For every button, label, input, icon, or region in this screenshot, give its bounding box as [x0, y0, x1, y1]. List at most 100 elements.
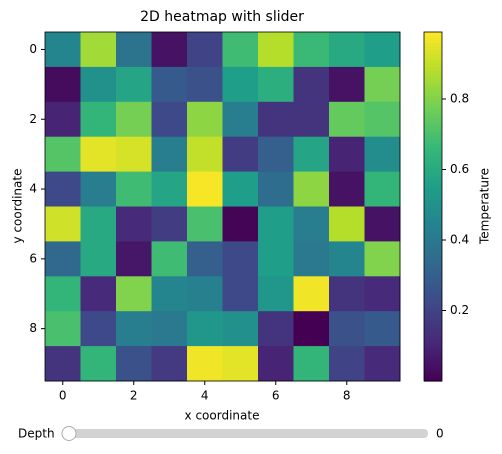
heatmap-cell — [293, 241, 330, 277]
heatmap-cell — [80, 32, 117, 68]
x-tick-label: 8 — [343, 389, 351, 403]
colorbar-strip — [424, 293, 442, 298]
colorbar-strip — [424, 203, 442, 208]
heatmap-cell — [116, 32, 152, 68]
colorbar-strip — [424, 35, 442, 40]
heatmap-cell — [45, 66, 81, 103]
heatmap-cell — [80, 101, 117, 138]
x-tick-label: 2 — [130, 389, 138, 403]
slider-thumb[interactable] — [61, 426, 77, 441]
colorbar-strip — [424, 206, 442, 211]
colorbar-strip — [424, 175, 442, 180]
heatmap-cell — [45, 311, 81, 347]
heatmap-cell — [258, 206, 294, 242]
heatmap-cell — [45, 101, 81, 138]
colorbar-strip — [424, 304, 442, 309]
colorbar-strip — [424, 59, 442, 65]
colorbar-strip — [424, 251, 442, 256]
heatmap-cell — [45, 276, 81, 312]
x-tick-label: 6 — [272, 389, 280, 403]
y-tick-label: 6 — [29, 251, 37, 265]
colorbar-strip — [424, 129, 442, 134]
colorbar-strip — [424, 339, 442, 344]
colorbar-strip — [424, 63, 442, 68]
colorbar-tick-label: 0.4 — [450, 232, 469, 246]
heatmap-cell — [187, 136, 223, 173]
colorbar-strip — [424, 255, 442, 260]
plot-frame — [44, 31, 401, 382]
colorbar-strip — [424, 115, 442, 120]
heatmap-cell — [80, 206, 117, 242]
heatmap-cell — [329, 32, 365, 68]
colorbar-strip — [424, 325, 442, 330]
colorbar-strip — [424, 227, 442, 232]
y-tick-label: 0 — [29, 42, 37, 56]
heatmap-cell — [222, 346, 259, 382]
heatmap-cell — [80, 311, 117, 347]
heatmap-cell — [329, 171, 365, 207]
colorbar-strip — [424, 189, 442, 194]
heatmap-cell — [364, 346, 401, 382]
heatmap-cell — [364, 171, 401, 207]
heatmap-cell — [222, 32, 259, 68]
heatmap-cell — [329, 241, 365, 277]
heatmap-cell — [364, 276, 401, 312]
colorbar-strip — [424, 370, 442, 375]
colorbar-strip — [424, 38, 442, 44]
colorbar-strip — [424, 56, 442, 61]
heatmap-cell — [151, 311, 188, 347]
colorbar-strip — [424, 279, 442, 284]
colorbar-strip — [424, 171, 442, 176]
colorbar-strip — [424, 140, 442, 145]
heatmap-cell — [45, 206, 81, 242]
colorbar-strip — [424, 98, 442, 103]
colorbar-strip — [424, 363, 442, 368]
heatmap-cell — [45, 346, 81, 382]
heatmap-cell — [187, 241, 223, 277]
heatmap-cell — [151, 32, 188, 68]
colorbar-strip — [424, 45, 442, 51]
colorbar-strip — [424, 220, 442, 225]
heatmap-cell — [116, 206, 152, 242]
x-tick-label: 0 — [59, 389, 67, 403]
colorbar-strip — [424, 349, 442, 354]
colorbar-strip — [424, 367, 442, 372]
colorbar-strip — [424, 182, 442, 187]
heatmap-cell — [364, 206, 401, 242]
heatmap-cell — [187, 276, 223, 312]
heatmap-cell — [293, 32, 330, 68]
colorbar-label: Temperature — [478, 168, 492, 245]
heatmap-cell — [222, 136, 259, 173]
heatmap-cell — [151, 206, 188, 242]
slider[interactable]: Depth 0 — [18, 426, 444, 441]
heatmap-cell — [258, 171, 294, 207]
colorbar-strip — [424, 87, 442, 92]
heatmap-cell — [45, 136, 81, 173]
colorbar-strip — [424, 332, 442, 337]
colorbar-strip — [424, 300, 442, 305]
colorbar-strip — [424, 307, 442, 312]
colorbar-strip — [424, 77, 442, 82]
colorbar-strip — [424, 122, 442, 127]
heatmap-cell — [45, 171, 81, 207]
heatmap-cell — [151, 66, 188, 103]
heatmap-cell — [293, 101, 330, 138]
heatmap-cell — [116, 346, 152, 382]
slider-label: Depth — [18, 427, 55, 441]
colorbar-strip — [424, 112, 442, 117]
colorbar-strip — [424, 258, 442, 263]
colorbar-strip — [424, 377, 442, 382]
heatmap-cell — [151, 171, 188, 207]
heatmap-cell — [293, 136, 330, 173]
heatmap-cell — [293, 346, 330, 382]
slider-track[interactable] — [64, 429, 428, 438]
heatmap-cell — [329, 136, 365, 173]
colorbar-strip — [424, 94, 442, 99]
heatmap-cell — [293, 206, 330, 242]
heatmap-cell — [116, 101, 152, 138]
heatmap-cell — [187, 311, 223, 347]
heatmap-cell — [45, 32, 81, 68]
heatmap-cell — [258, 346, 294, 382]
heatmap-cell — [151, 346, 188, 382]
colorbar-strip — [424, 168, 442, 173]
